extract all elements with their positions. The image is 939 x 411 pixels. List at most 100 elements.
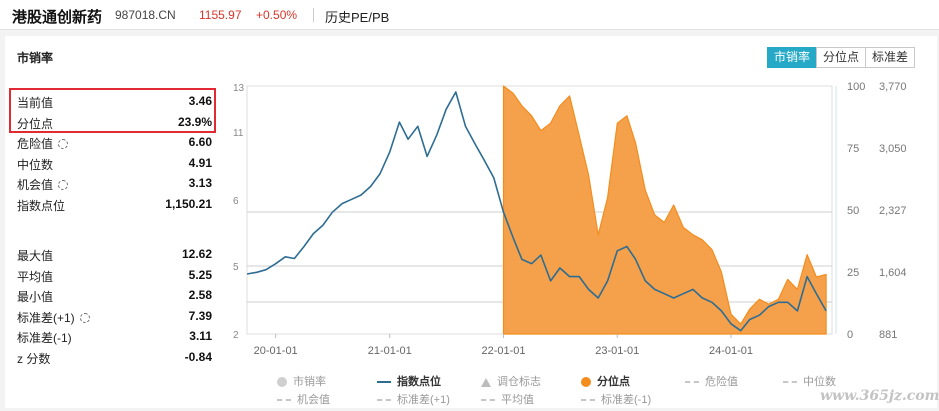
- stat-label: z 分数: [17, 351, 51, 366]
- stat-label-text: 标准差(+1): [17, 310, 75, 325]
- legend-item[interactable]: 中位数: [783, 373, 836, 389]
- legend-item[interactable]: 机会值: [277, 391, 330, 407]
- metric-tabs: 市销率 分位点 标准差: [767, 47, 916, 68]
- legend-marker-icon: [277, 399, 291, 402]
- stat-label: 危险值: [17, 135, 69, 152]
- legend-item[interactable]: 标准差(-1): [581, 391, 651, 407]
- tab-percentile[interactable]: 分位点: [816, 47, 867, 68]
- legend-item[interactable]: 指数点位: [377, 373, 441, 389]
- watermark: www.365jz.com: [820, 388, 939, 404]
- stat-value: 7.39: [188, 308, 212, 323]
- stat-label: 分位点: [17, 116, 54, 131]
- stat-value: -0.84: [184, 349, 212, 364]
- legend-label: 市销率: [293, 376, 326, 388]
- stat-value: 1,150.21: [165, 196, 212, 211]
- stat-value: 3.11: [189, 329, 212, 343]
- gear-icon[interactable]: [58, 180, 69, 190]
- legend-item[interactable]: 分位点: [581, 373, 630, 389]
- legend-item[interactable]: 市销率: [277, 373, 326, 389]
- index-name: 港股通创新药: [12, 9, 103, 26]
- legend-label: 标准差(+1): [397, 394, 450, 406]
- legend-item[interactable]: 标准差(+1): [377, 391, 450, 407]
- stat-label: 指数点位: [17, 198, 66, 213]
- stat-value: 4.91: [188, 155, 212, 170]
- gear-icon[interactable]: [58, 139, 69, 149]
- left-axis-tick: 2: [233, 330, 239, 341]
- legend-marker-icon: [277, 377, 287, 388]
- x-axis-tick: 24-01-01: [709, 345, 753, 357]
- legend-label: 平均值: [501, 394, 534, 406]
- gear-icon[interactable]: [79, 312, 90, 323]
- legend-label: 危险值: [705, 376, 738, 388]
- stat-label: 最大值: [17, 249, 54, 263]
- stat-value: 5.25: [188, 267, 212, 282]
- legend-item[interactable]: 平均值: [481, 391, 534, 407]
- stat-median: 中位数 4.91: [16, 153, 212, 174]
- index-axis-tick: 3,050: [879, 143, 907, 155]
- stat-value: 2.58: [188, 288, 212, 302]
- stat-min: 最小值 2.58: [16, 285, 212, 306]
- title-bar: 港股通创新药 987018.CN 1155.97 +0.50% 历史PE/PB: [0, 0, 939, 30]
- stat-opportunity: 机会值 3.13: [16, 173, 212, 194]
- stat-label: 最小值: [17, 290, 54, 304]
- legend-label: 机会值: [297, 394, 330, 406]
- stat-value: 12.62: [181, 247, 212, 261]
- percentile-axis-tick: 50: [847, 205, 859, 217]
- index-line: [246, 91, 827, 332]
- stat-std-plus: 标准差(+1) 7.39: [16, 306, 212, 327]
- legend-item[interactable]: 危险值: [685, 373, 738, 389]
- x-axis-tick: 20-01-01: [254, 345, 298, 357]
- x-axis-tick: 21-01-01: [368, 345, 412, 357]
- stat-label: 标准差(+1): [17, 309, 90, 326]
- left-axis-tick: 13: [233, 83, 245, 94]
- percentile-axis-tick: 25: [847, 267, 859, 279]
- stat-value: 3.46: [188, 94, 212, 108]
- legend-marker-icon: [481, 399, 495, 402]
- title-divider: [313, 8, 314, 22]
- x-axis-tick: 22-01-01: [481, 345, 525, 357]
- tab-ps-ratio[interactable]: 市销率: [767, 47, 818, 68]
- stat-z-score: z 分数 -0.84: [16, 347, 212, 368]
- chart-legend: 市销率 指数点位 调仓标志 分位点 危险值 中位数机会值 标准差(+1) 平均值 标准差(-1): [263, 371, 873, 409]
- index-price: 1155.97: [199, 8, 242, 22]
- history-pe-pb-link[interactable]: 历史PE/PB: [325, 10, 390, 25]
- stat-label: 当前值: [17, 96, 54, 110]
- percentile-axis-tick: 100: [847, 81, 865, 93]
- index-axis-tick: 2,327: [879, 205, 907, 217]
- percentile-axis-tick: 0: [847, 329, 853, 341]
- stat-label: 平均值: [17, 269, 54, 284]
- panel-title: 市销率: [17, 51, 54, 65]
- legend-label: 标准差(-1): [601, 394, 652, 406]
- legend-marker-icon: [685, 381, 699, 384]
- stat-value: 23.9%: [177, 114, 212, 129]
- left-axis-tick: 11: [233, 128, 244, 139]
- stat-value: 3.13: [188, 176, 212, 190]
- legend-label: 调仓标志: [497, 376, 541, 388]
- percentile-axis-tick: 75: [847, 143, 859, 155]
- index-axis-tick: 3,770: [879, 81, 907, 93]
- stat-label: 标准差(-1): [17, 331, 72, 345]
- percentile-area: [502, 85, 827, 335]
- stat-mean: 平均值 5.25: [16, 265, 212, 286]
- stat-value: 6.60: [188, 135, 212, 149]
- index-change: +0.50%: [256, 8, 298, 22]
- legend-item[interactable]: 调仓标志: [481, 373, 541, 389]
- highlight-box: [9, 88, 216, 133]
- stat-current: 当前值 3.46: [16, 91, 212, 112]
- legend-marker-icon: [783, 381, 797, 384]
- index-code: 987018.CN: [115, 8, 176, 22]
- legend-marker-icon: [581, 399, 595, 402]
- stat-label: 中位数: [17, 157, 54, 172]
- index-axis-tick: 1,604: [879, 267, 907, 279]
- tab-std-dev[interactable]: 标准差: [865, 47, 916, 68]
- stat-std-minus: 标准差(-1) 3.11: [16, 326, 212, 347]
- index-axis-tick: 881: [879, 329, 897, 341]
- legend-marker-icon: [481, 377, 491, 387]
- stat-danger: 危险值 6.60: [16, 132, 212, 153]
- legend-label: 中位数: [803, 376, 836, 388]
- stat-percentile: 分位点 23.9%: [16, 112, 212, 133]
- valuation-chart[interactable]: 13 11 6 5 2 100 75 50 25 0 3,770 3,050 2,327 1,604 881…: [5, 36, 937, 371]
- stat-label: 机会值: [17, 176, 69, 193]
- stat-label-text: 机会值: [17, 178, 54, 192]
- legend-marker-icon: [377, 381, 391, 384]
